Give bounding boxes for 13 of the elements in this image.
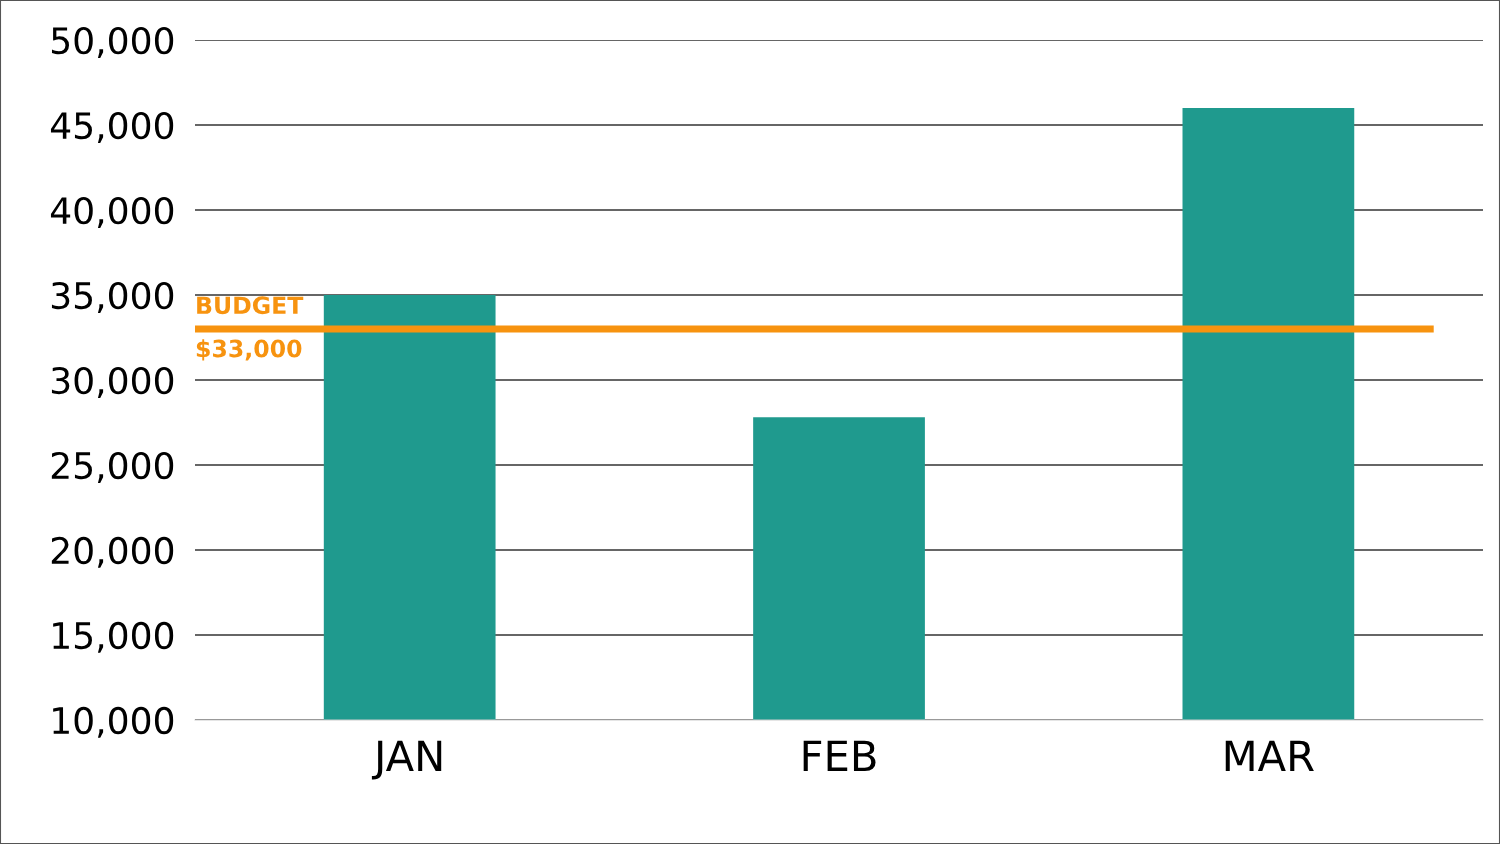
x-tick-label: MAR [1225, 740, 1314, 772]
y-tick-label: 50,000 [51, 26, 174, 58]
y-tick-label: 45,000 [50, 111, 174, 143]
x-tick-label: FEB [803, 740, 876, 772]
y-tick-label: 15,000 [53, 621, 174, 653]
y-tick-label: 10,000 [53, 706, 174, 738]
y-tick-label: 40,000 [50, 196, 174, 228]
y-tick-label: 35,000 [51, 281, 174, 313]
y-tick-label: 20,000 [51, 536, 174, 568]
x-tick-label: JAN [371, 740, 442, 780]
ref-line-label: BUDGET $33,000 [196, 296, 304, 361]
y-tick-label: 25,000 [51, 451, 174, 483]
y-tick-label: 30,000 [51, 366, 174, 398]
